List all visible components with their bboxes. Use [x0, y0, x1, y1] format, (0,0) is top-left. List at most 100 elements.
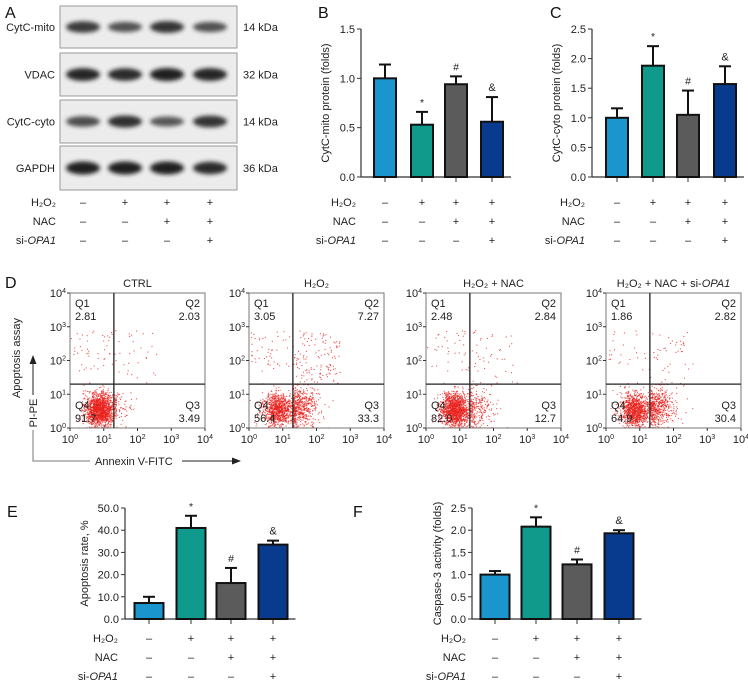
scatter-point [455, 412, 457, 414]
scatter-point [486, 425, 488, 427]
scatter-point [267, 400, 269, 402]
scatter-point [89, 382, 91, 384]
scatter-point [437, 394, 439, 396]
scatter-point [273, 405, 275, 407]
scatter-point [313, 400, 315, 402]
scatter-point [281, 411, 283, 413]
scatter-point [311, 374, 313, 376]
scatter-point [109, 416, 111, 418]
scatter-point [298, 410, 300, 412]
scatter-point [298, 402, 300, 404]
scatter-point [89, 421, 91, 423]
scatter-point [300, 408, 302, 410]
scatter-point [326, 376, 328, 378]
scatter-point [309, 408, 311, 410]
f-y-tick-label: 0.5 [451, 592, 466, 604]
scatter-point [91, 401, 93, 403]
scatter-point [302, 419, 304, 421]
scatter-point [445, 409, 447, 411]
scatter-point [320, 412, 322, 414]
text-span: 0 [62, 423, 66, 430]
e-condition-mark: – [188, 652, 195, 664]
scatter-point [284, 399, 286, 401]
e-y-tick-label: 50.0 [98, 503, 119, 515]
b-y-tick-label: 1.5 [340, 24, 355, 36]
scatter-point [450, 404, 452, 406]
scatter-point [96, 392, 98, 394]
scatter-point [95, 408, 97, 410]
scatter-point [316, 381, 318, 383]
scatter-point [279, 406, 281, 408]
scatter-point [284, 419, 286, 421]
scatter-point [482, 399, 484, 401]
scatter-point [282, 395, 284, 397]
scatter-point [93, 425, 95, 427]
scatter-point [326, 374, 328, 376]
scatter-point [147, 351, 149, 353]
scatter-point [508, 345, 510, 347]
scatter-point [470, 415, 472, 417]
scatter-point [278, 415, 280, 417]
scatter-point [473, 416, 475, 418]
scatter-point [305, 421, 307, 423]
scatter-point [96, 409, 98, 411]
scatter-point [452, 410, 454, 412]
scatter-point [114, 394, 116, 396]
scatter-point [313, 388, 315, 390]
panel-label-d: D [5, 275, 17, 292]
scatter-point [446, 409, 448, 411]
text-span: 4 [241, 288, 245, 295]
f-condition-mark: + [616, 671, 622, 682]
scatter-point [104, 405, 106, 407]
scatter-point [319, 397, 321, 399]
scatter-point [109, 417, 111, 419]
scatter-point [261, 419, 263, 421]
scatter-point [307, 419, 309, 421]
scatter-point [494, 375, 496, 377]
scatter-point [95, 417, 97, 419]
scatter-point [446, 418, 448, 420]
scatter-point [294, 392, 296, 394]
scatter-point [483, 409, 485, 411]
f-condition-mark: + [616, 652, 622, 664]
scatter-point [471, 400, 473, 402]
flow-plot-title: H₂O₂ [304, 278, 329, 290]
scatter-point [274, 418, 276, 420]
scatter-point [488, 409, 490, 411]
scatter-point [103, 416, 105, 418]
scatter-point [296, 399, 298, 401]
scatter-point [296, 419, 298, 421]
scatter-point [474, 331, 476, 333]
scatter-point [299, 330, 301, 332]
scatter-point [280, 409, 282, 411]
scatter-point [464, 405, 466, 407]
scatter-point [297, 425, 299, 427]
scatter-point [461, 404, 463, 406]
scatter-point [336, 345, 338, 347]
flow-x-tick-label: 103 [342, 434, 358, 446]
scatter-point [274, 420, 276, 422]
scatter-point [96, 400, 98, 402]
scatter-point [295, 414, 297, 416]
scatter-point [86, 353, 88, 355]
scatter-point [299, 404, 301, 406]
scatter-point [105, 425, 107, 427]
scatter-point [277, 423, 279, 425]
scatter-point [132, 341, 134, 343]
e-significance-mark: # [228, 553, 234, 565]
scatter-point [453, 395, 455, 397]
scatter-point [463, 406, 465, 408]
scatter-point [283, 331, 285, 333]
scatter-point [279, 404, 281, 406]
e-condition-mark: – [188, 671, 195, 682]
b-condition-mark: – [382, 216, 389, 228]
blot-condition-mark: + [164, 216, 170, 228]
c-condition-mark: + [685, 216, 691, 228]
scatter-point [459, 401, 461, 403]
scatter-point [474, 423, 476, 425]
scatter-point [274, 417, 276, 419]
scatter-point [117, 396, 119, 398]
scatter-point [294, 397, 296, 399]
scatter-point [277, 394, 279, 396]
e-y-tick-label: 20.0 [98, 570, 119, 582]
